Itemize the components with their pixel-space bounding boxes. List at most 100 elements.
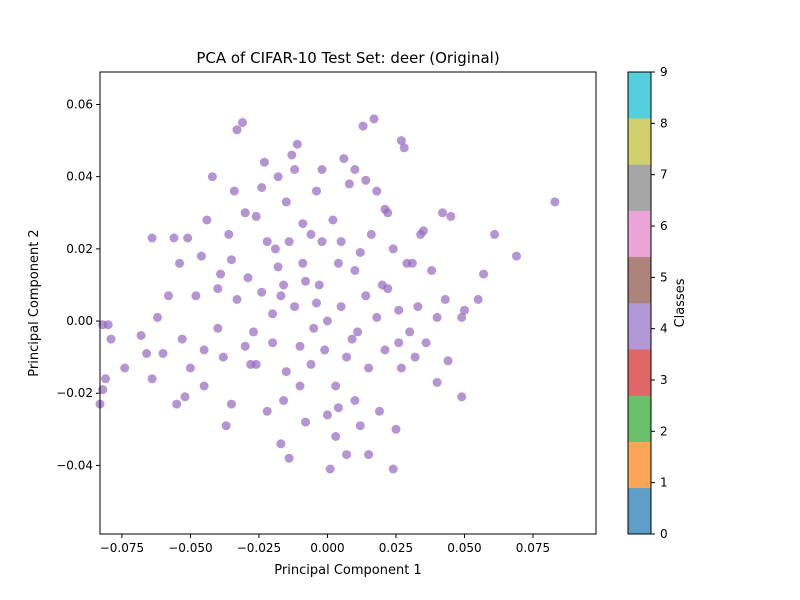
data-point	[290, 165, 300, 174]
data-point	[191, 291, 201, 301]
data-point	[402, 258, 412, 268]
data-point	[276, 439, 286, 449]
data-point	[440, 294, 450, 304]
data-point	[216, 269, 226, 279]
y-tick-label: 0.06	[66, 97, 93, 111]
y-tick-label: 0.04	[66, 170, 93, 184]
data-point	[421, 338, 431, 348]
data-point	[383, 284, 393, 294]
data-point	[320, 345, 330, 355]
data-point	[306, 229, 316, 239]
x-tick-label: 0.075	[516, 541, 550, 555]
data-point	[196, 251, 206, 261]
scatter-points	[95, 114, 560, 474]
data-point	[314, 280, 324, 290]
data-point	[490, 229, 500, 239]
colorbar-segment	[628, 303, 651, 350]
data-point	[238, 118, 247, 127]
data-point	[388, 244, 398, 254]
data-point	[375, 406, 384, 416]
data-point	[287, 150, 297, 160]
data-point	[227, 255, 236, 265]
data-point	[331, 432, 341, 441]
data-point	[317, 237, 327, 247]
data-point	[218, 352, 228, 362]
data-point	[396, 363, 406, 373]
data-point	[344, 179, 354, 189]
data-point	[438, 208, 447, 218]
data-point	[364, 363, 374, 373]
data-point	[120, 363, 130, 373]
data-point	[336, 237, 346, 247]
data-point	[432, 377, 442, 387]
data-point	[479, 269, 489, 279]
data-point	[232, 125, 242, 135]
colorbar-tick-label: 0	[660, 527, 668, 541]
y-tick-label: 0.02	[66, 242, 93, 256]
data-point	[169, 233, 179, 243]
data-point	[312, 298, 321, 308]
data-point	[391, 424, 401, 434]
data-point	[394, 305, 404, 315]
colorbar-label: Classes	[673, 278, 688, 327]
data-point	[410, 352, 420, 362]
data-point	[295, 381, 305, 391]
data-point	[355, 248, 365, 257]
x-axis-ticks: −0.075 −0.050 −0.025 0.000 0.025 0.050 0.075	[100, 534, 550, 555]
colorbar: 0 1 2 3 4 5 6 7 8 9	[627, 65, 668, 541]
data-point	[301, 276, 310, 286]
data-point	[336, 302, 346, 312]
data-point	[249, 327, 258, 337]
data-point	[355, 421, 365, 431]
data-point	[413, 302, 423, 312]
data-point	[257, 183, 267, 192]
y-axis-ticks: −0.04 −0.02 0.00 0.02 0.04 0.06	[56, 97, 100, 472]
data-point	[185, 363, 195, 373]
colorbar-tick-label: 2	[660, 424, 668, 438]
colorbar-segment	[628, 118, 651, 165]
data-point	[273, 262, 283, 272]
data-point	[281, 197, 291, 207]
data-point	[284, 453, 294, 463]
colorbar-tick-label: 5	[660, 270, 668, 284]
data-point	[372, 312, 382, 322]
data-point	[331, 381, 341, 391]
colorbar-segment	[628, 349, 651, 396]
y-axis-label: Principal Component 2	[27, 229, 42, 376]
colorbar-segment	[628, 256, 651, 304]
colorbar-tick-label: 6	[660, 219, 668, 233]
colorbar-segment	[628, 395, 651, 442]
colorbar-frame	[627, 71, 652, 535]
colorbar-segment	[628, 441, 651, 489]
data-point	[292, 139, 302, 149]
data-point	[312, 186, 321, 196]
colorbar-segment	[628, 72, 651, 119]
data-point	[172, 399, 182, 409]
data-point	[353, 327, 363, 337]
x-tick-label: −0.075	[100, 541, 144, 555]
colorbar-segment	[628, 487, 651, 535]
data-point	[339, 154, 349, 164]
data-point	[262, 237, 272, 247]
data-point	[361, 175, 371, 185]
data-point	[268, 338, 278, 348]
data-point	[399, 143, 409, 153]
colorbar-tick-label: 4	[660, 322, 668, 336]
data-point	[322, 410, 332, 420]
data-point	[328, 215, 338, 225]
data-point	[175, 258, 184, 268]
data-point	[460, 305, 469, 315]
data-point	[199, 381, 209, 391]
x-tick-label: −0.025	[237, 541, 281, 555]
data-point	[342, 450, 352, 460]
data-point	[347, 334, 357, 344]
data-point	[342, 352, 352, 362]
x-axis-label: Principal Component 1	[274, 563, 421, 578]
data-point	[350, 266, 360, 275]
data-point	[372, 186, 382, 196]
data-point	[229, 186, 239, 196]
plot-frame	[99, 71, 597, 535]
data-point	[281, 367, 291, 377]
data-point	[457, 392, 467, 402]
